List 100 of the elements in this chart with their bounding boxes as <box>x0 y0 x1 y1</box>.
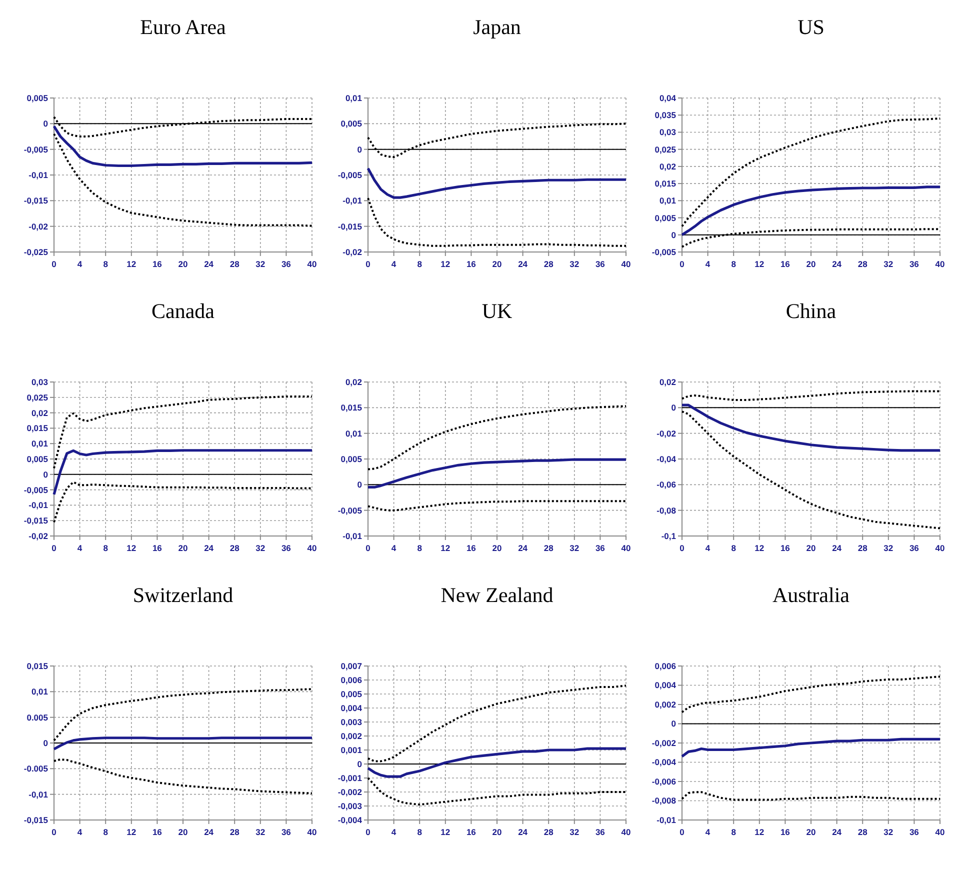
x-tick-label: 24 <box>204 543 214 553</box>
x-tick-label: 20 <box>178 259 188 269</box>
x-tick-label: 28 <box>858 259 868 269</box>
line-series <box>366 458 628 489</box>
x-tick-label: 0 <box>680 827 685 837</box>
x-tick-label: 36 <box>909 259 920 269</box>
line-series <box>680 186 942 236</box>
y-tick-label: -0,004 <box>652 757 676 768</box>
x-tick-label: 0 <box>366 543 371 553</box>
line-series <box>681 410 941 530</box>
x-tick-label: 40 <box>935 543 945 553</box>
y-tick-label: -0,01 <box>342 530 362 541</box>
x-tick-label: 20 <box>492 543 502 553</box>
x-tick-label: 20 <box>178 543 188 553</box>
x-tick-label: 16 <box>152 827 162 837</box>
x-tick-label: 40 <box>935 259 945 269</box>
y-tick-label: -0,01 <box>28 789 48 800</box>
chart-title: Euro Area <box>140 15 227 39</box>
line-series <box>367 405 627 470</box>
x-tick-label: 40 <box>935 827 945 837</box>
x-tick-label: 32 <box>884 543 894 553</box>
y-tick-label: 0,01 <box>345 92 362 103</box>
x-tick-label: 40 <box>307 543 317 553</box>
y-tick-label: -0,01 <box>28 170 48 180</box>
x-tick-label: 40 <box>621 827 631 837</box>
y-tick-label: -0,002 <box>338 786 362 797</box>
x-tick-label: 28 <box>544 543 554 553</box>
y-tick-label: 0 <box>671 718 676 729</box>
x-tick-label: 36 <box>281 827 292 837</box>
x-tick-label: 24 <box>204 259 214 269</box>
y-tick-label: 0,015 <box>26 660 48 671</box>
y-tick-label: -0,005 <box>24 484 48 495</box>
y-tick-label: 0,006 <box>340 674 362 685</box>
y-tick-label: -0,008 <box>652 796 676 806</box>
y-tick-label: 0,01 <box>659 196 676 206</box>
y-tick-label: -0,02 <box>28 530 48 541</box>
x-tick-label: 8 <box>731 259 736 269</box>
y-tick-label: -0,08 <box>656 505 676 516</box>
y-tick-label: 0,005 <box>26 92 48 103</box>
x-tick-label: 28 <box>230 827 240 837</box>
x-tick-label: 28 <box>544 259 554 269</box>
x-tick-label: 20 <box>492 259 502 269</box>
y-tick-label: -0,06 <box>656 480 676 490</box>
x-tick-label: 0 <box>52 543 57 553</box>
line-series <box>366 167 628 199</box>
line-series <box>52 449 314 496</box>
y-tick-label: -0,015 <box>24 196 48 206</box>
x-tick-label: 4 <box>391 259 396 269</box>
y-tick-label: 0,004 <box>654 680 676 690</box>
x-tick-label: 40 <box>621 543 631 553</box>
x-tick-label: 12 <box>754 543 764 553</box>
chart-title: US <box>798 15 824 39</box>
y-tick-label: 0.005 <box>26 712 48 722</box>
x-tick-label: 28 <box>858 543 868 553</box>
y-tick-label: 0,005 <box>654 212 676 223</box>
y-tick-label: 0,005 <box>340 118 362 129</box>
y-tick-label: -0,02 <box>28 221 48 232</box>
y-tick-label: 0,03 <box>659 127 676 138</box>
y-tick-label: 0 <box>671 230 676 240</box>
y-tick-label: 0 <box>357 758 362 769</box>
y-tick-label: -0,001 <box>338 772 362 783</box>
line-series <box>53 116 313 138</box>
y-tick-label: -0,005 <box>338 170 362 180</box>
x-tick-label: 16 <box>466 827 476 837</box>
x-tick-label: 40 <box>307 259 317 269</box>
y-tick-label: 0,005 <box>26 454 48 464</box>
x-tick-label: 16 <box>152 543 162 553</box>
line-series <box>680 404 942 452</box>
x-tick-label: 8 <box>417 543 422 553</box>
x-tick-label: 0 <box>52 259 57 269</box>
x-tick-label: 36 <box>281 543 292 553</box>
y-tick-label: -0,04 <box>656 454 676 464</box>
x-tick-label: 16 <box>780 827 790 837</box>
y-tick-label: -0,006 <box>652 776 676 786</box>
x-tick-label: 12 <box>440 259 450 269</box>
x-tick-label: 32 <box>884 827 894 837</box>
x-tick-label: 20 <box>806 827 816 837</box>
x-tick-label: 32 <box>256 827 266 837</box>
x-tick-label: 24 <box>204 827 214 837</box>
y-tick-label: 0,015 <box>26 423 48 434</box>
x-tick-label: 16 <box>152 259 162 269</box>
y-tick-label: -0,025 <box>24 246 48 257</box>
line-series <box>367 500 627 512</box>
line-series <box>367 777 627 806</box>
x-tick-label: 16 <box>780 259 790 269</box>
x-tick-label: 16 <box>466 259 476 269</box>
y-tick-label: -0,005 <box>24 144 48 154</box>
line-series <box>52 736 314 750</box>
line-series <box>681 228 941 248</box>
line-series <box>53 481 313 524</box>
y-tick-label: 0,002 <box>340 730 362 741</box>
x-tick-label: 4 <box>391 827 396 837</box>
line-series <box>53 132 313 227</box>
x-tick-label: 24 <box>832 543 842 553</box>
x-tick-label: 32 <box>570 543 580 553</box>
chart-title: Japan <box>473 15 522 39</box>
y-tick-label: 0,005 <box>340 454 362 464</box>
y-tick-label: -0,015 <box>24 516 48 526</box>
x-tick-label: 0 <box>52 827 57 837</box>
x-tick-label: 32 <box>256 543 266 553</box>
